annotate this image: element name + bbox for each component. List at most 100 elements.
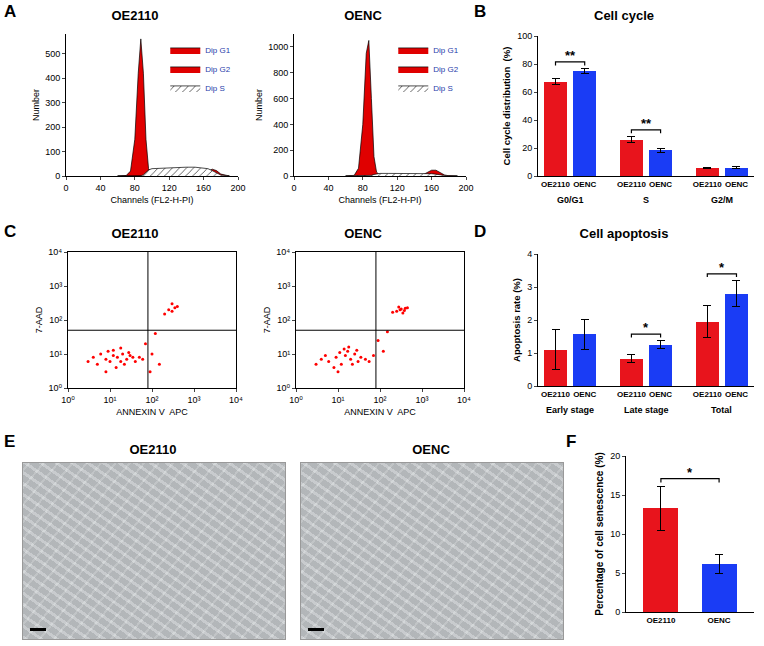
svg-text:10⁰: 10⁰ bbox=[49, 383, 63, 393]
svg-text:0: 0 bbox=[615, 607, 620, 617]
svg-text:OENC: OENC bbox=[649, 180, 672, 189]
svg-text:Apoptosis rate (%): Apoptosis rate (%) bbox=[511, 278, 522, 362]
svg-text:2: 2 bbox=[527, 315, 532, 325]
svg-text:40: 40 bbox=[323, 183, 333, 193]
svg-text:Late stage: Late stage bbox=[624, 405, 669, 415]
svg-text:10¹: 10¹ bbox=[277, 349, 290, 359]
svg-text:7-AAD: 7-AAD bbox=[34, 306, 44, 333]
svg-text:OENC: OENC bbox=[649, 390, 672, 399]
svg-text:200: 200 bbox=[230, 183, 245, 193]
svg-text:120: 120 bbox=[162, 183, 177, 193]
svg-text:1000: 1000 bbox=[268, 42, 288, 52]
svg-text:10²: 10² bbox=[277, 315, 290, 325]
svg-text:0: 0 bbox=[63, 183, 68, 193]
svg-text:ANNEXIN V APC: ANNEXIN V APC bbox=[344, 407, 416, 417]
svg-text:10³: 10³ bbox=[415, 395, 428, 405]
svg-text:OENC: OENC bbox=[725, 180, 748, 189]
svg-text:400: 400 bbox=[45, 73, 60, 83]
svg-text:10⁰: 10⁰ bbox=[289, 395, 303, 405]
svg-text:ANNEXIN V APC: ANNEXIN V APC bbox=[116, 407, 188, 417]
svg-text:100: 100 bbox=[45, 147, 60, 157]
svg-text:200: 200 bbox=[45, 122, 60, 132]
svg-text:300: 300 bbox=[45, 98, 60, 108]
svg-text:*: * bbox=[719, 260, 725, 275]
svg-text:OE2110: OE2110 bbox=[541, 180, 570, 189]
svg-text:10³: 10³ bbox=[187, 395, 200, 405]
svg-text:120: 120 bbox=[390, 183, 405, 193]
svg-text:160: 160 bbox=[196, 183, 211, 193]
svg-text:OENC: OENC bbox=[573, 390, 596, 399]
svg-text:Cell cycle distribution (%): Cell cycle distribution (%) bbox=[501, 47, 512, 166]
svg-text:40: 40 bbox=[522, 115, 532, 125]
svg-text:10¹: 10¹ bbox=[331, 395, 344, 405]
svg-text:10³: 10³ bbox=[49, 281, 62, 291]
svg-text:**: ** bbox=[641, 116, 652, 131]
svg-text:Dip S: Dip S bbox=[205, 84, 225, 93]
svg-text:Dip S: Dip S bbox=[433, 84, 453, 93]
svg-text:10⁰: 10⁰ bbox=[277, 383, 291, 393]
svg-text:G0/G1: G0/G1 bbox=[557, 195, 584, 205]
svg-text:10⁰: 10⁰ bbox=[61, 395, 75, 405]
svg-text:10: 10 bbox=[610, 529, 620, 539]
svg-text:15: 15 bbox=[610, 490, 620, 500]
svg-text:Cell cycle: Cell cycle bbox=[594, 8, 654, 23]
svg-text:Percentage of cell senescence: Percentage of cell senescence (%) bbox=[594, 452, 605, 615]
svg-text:OENC: OENC bbox=[344, 226, 382, 241]
svg-text:3: 3 bbox=[527, 282, 532, 292]
svg-text:200: 200 bbox=[273, 145, 288, 155]
svg-text:0: 0 bbox=[291, 183, 296, 193]
svg-text:OE2110: OE2110 bbox=[693, 180, 722, 189]
svg-text:10¹: 10¹ bbox=[49, 349, 62, 359]
svg-text:100: 100 bbox=[517, 31, 532, 41]
svg-text:500: 500 bbox=[45, 49, 60, 59]
svg-text:1: 1 bbox=[527, 348, 532, 358]
svg-text:10⁴: 10⁴ bbox=[457, 395, 471, 405]
svg-text:200: 200 bbox=[458, 183, 473, 193]
svg-text:800: 800 bbox=[273, 68, 288, 78]
svg-text:20: 20 bbox=[610, 451, 620, 461]
svg-text:Dip G1: Dip G1 bbox=[433, 46, 458, 55]
svg-text:OENC: OENC bbox=[708, 616, 731, 625]
svg-text:**: ** bbox=[565, 48, 576, 63]
svg-text:Dip G1: Dip G1 bbox=[205, 46, 230, 55]
svg-text:0: 0 bbox=[55, 171, 60, 181]
svg-text:OE2110: OE2110 bbox=[693, 390, 722, 399]
svg-text:10⁴: 10⁴ bbox=[48, 247, 62, 257]
svg-text:Dip G2: Dip G2 bbox=[433, 65, 458, 74]
svg-text:OE2110: OE2110 bbox=[617, 390, 646, 399]
svg-text:OE2110: OE2110 bbox=[541, 390, 570, 399]
svg-text:80: 80 bbox=[130, 183, 140, 193]
svg-text:400: 400 bbox=[273, 120, 288, 130]
svg-text:10²: 10² bbox=[373, 395, 386, 405]
svg-text:Dip G2: Dip G2 bbox=[205, 65, 230, 74]
svg-text:Early stage: Early stage bbox=[546, 405, 594, 415]
svg-text:10¹: 10¹ bbox=[103, 395, 116, 405]
svg-text:10²: 10² bbox=[145, 395, 158, 405]
svg-text:10⁴: 10⁴ bbox=[229, 395, 243, 405]
svg-text:OENC: OENC bbox=[344, 8, 382, 23]
svg-text:*: * bbox=[687, 465, 693, 480]
svg-text:Channels (FL2-H-PI): Channels (FL2-H-PI) bbox=[338, 195, 421, 205]
svg-text:OE2110: OE2110 bbox=[646, 616, 675, 625]
svg-text:60: 60 bbox=[522, 87, 532, 97]
svg-text:80: 80 bbox=[522, 59, 532, 69]
svg-text:0: 0 bbox=[527, 381, 532, 391]
svg-text:OENC: OENC bbox=[725, 390, 748, 399]
svg-text:S: S bbox=[643, 195, 649, 205]
svg-text:4: 4 bbox=[527, 249, 532, 259]
svg-text:10³: 10³ bbox=[277, 281, 290, 291]
svg-text:Cell apoptosis: Cell apoptosis bbox=[580, 226, 669, 241]
svg-text:20: 20 bbox=[522, 143, 532, 153]
svg-text:Number: Number bbox=[31, 89, 41, 121]
svg-text:7-AAD: 7-AAD bbox=[262, 306, 272, 333]
svg-text:OE2110: OE2110 bbox=[617, 180, 646, 189]
svg-text:0: 0 bbox=[283, 171, 288, 181]
svg-text:OENC: OENC bbox=[573, 180, 596, 189]
svg-text:600: 600 bbox=[273, 94, 288, 104]
svg-text:5: 5 bbox=[615, 568, 620, 578]
svg-text:10⁴: 10⁴ bbox=[276, 247, 290, 257]
svg-text:160: 160 bbox=[424, 183, 439, 193]
svg-text:40: 40 bbox=[95, 183, 105, 193]
svg-text:10²: 10² bbox=[49, 315, 62, 325]
svg-text:80: 80 bbox=[358, 183, 368, 193]
